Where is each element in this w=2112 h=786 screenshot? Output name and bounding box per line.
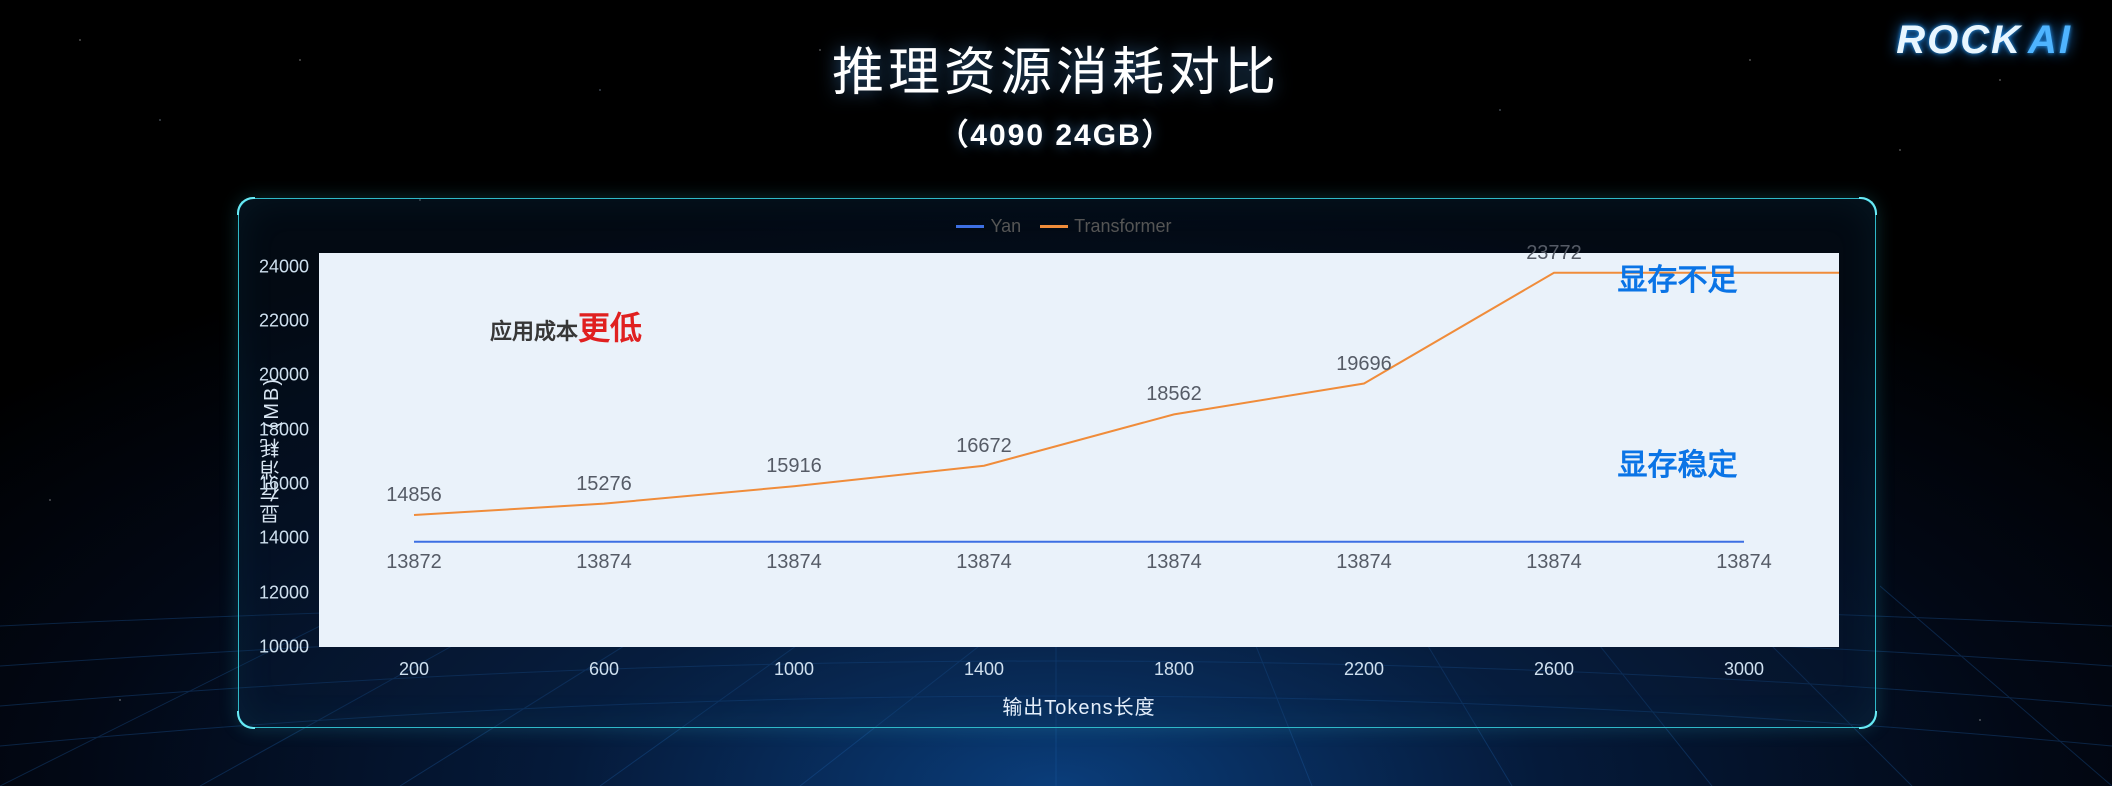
y-axis-label: 显存消耗 (MB)	[257, 377, 286, 524]
x-tick: 2600	[1534, 647, 1574, 680]
x-tick: 200	[399, 647, 429, 680]
chart-callout: 显存稳定	[1618, 440, 1738, 484]
x-tick: 1800	[1154, 647, 1194, 680]
page-subtitle: （4090 24GB）	[0, 110, 2112, 154]
transformer-point-label: 19696	[1336, 353, 1392, 376]
legend-label-yan: Yan	[990, 216, 1021, 236]
x-tick: 1000	[774, 647, 814, 680]
chart-card: Yan Transformer 显存消耗 (MB) 输出Tokens长度 100…	[238, 198, 1876, 728]
y-tick: 22000	[259, 310, 319, 331]
transformer-point-label: 16672	[956, 435, 1012, 458]
page-title: 推理资源消耗对比	[0, 30, 2112, 105]
x-tick: 600	[589, 647, 619, 680]
y-tick: 12000	[259, 582, 319, 603]
transformer-point-label: 23772	[1526, 242, 1582, 265]
x-tick: 2200	[1344, 647, 1384, 680]
yan-point-label: 13874	[956, 551, 1012, 574]
y-tick: 14000	[259, 528, 319, 549]
y-tick: 16000	[259, 473, 319, 494]
transformer-point-label: 18562	[1146, 383, 1202, 406]
chart-plot-area: 输出Tokens长度 10000120001400016000180002000…	[319, 253, 1839, 647]
y-tick: 24000	[259, 256, 319, 277]
chart-callout: 显存不足	[1618, 255, 1738, 299]
transformer-point-label: 15916	[766, 455, 822, 478]
legend-swatch-yan	[956, 225, 984, 228]
transformer-point-label: 14856	[386, 484, 442, 507]
x-axis-label: 输出Tokens长度	[1002, 647, 1155, 720]
yan-point-label: 13874	[1146, 551, 1202, 574]
chart-callout: 应用成本更低	[490, 303, 642, 349]
y-tick: 18000	[259, 419, 319, 440]
x-tick: 3000	[1724, 647, 1764, 680]
y-tick: 20000	[259, 365, 319, 386]
yan-point-label: 13874	[1716, 551, 1772, 574]
legend-label-transformer: Transformer	[1074, 216, 1171, 236]
yan-point-label: 13874	[576, 551, 632, 574]
chart-legend: Yan Transformer	[239, 215, 1875, 237]
x-tick: 1400	[964, 647, 1004, 680]
yan-point-label: 13872	[386, 551, 442, 574]
transformer-point-label: 15276	[576, 473, 632, 496]
y-tick: 10000	[259, 637, 319, 658]
legend-swatch-transformer	[1040, 225, 1068, 228]
yan-point-label: 13874	[1526, 551, 1582, 574]
yan-point-label: 13874	[766, 551, 822, 574]
yan-point-label: 13874	[1336, 551, 1392, 574]
